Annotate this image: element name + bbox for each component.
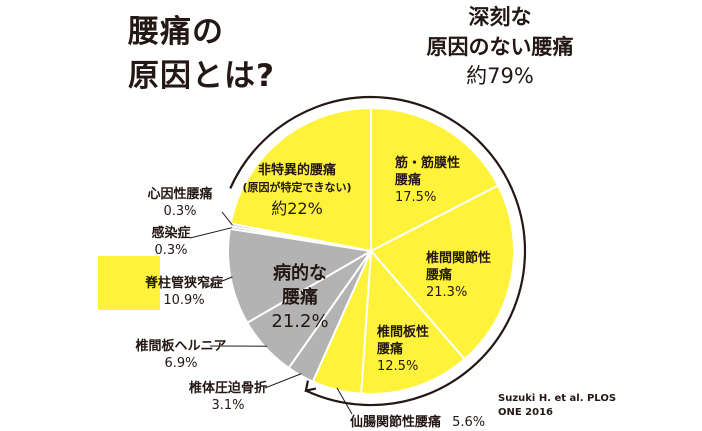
slice-value-muscle: 17.5% bbox=[395, 189, 475, 206]
slice-name-muscle-2: 腰痛 bbox=[395, 172, 475, 189]
slice-label-facet: 椎間関節性 腰痛 21.3% bbox=[426, 250, 516, 301]
slice-name-nonspecific-2: (原因が特定できない) bbox=[222, 179, 372, 196]
slice-label-disc: 椎間板性 腰痛 12.5% bbox=[377, 324, 457, 375]
side-name-sacroiliac: 仙腸関節性腰痛 bbox=[350, 415, 441, 430]
slice-value-nonspecific: 約22% bbox=[222, 198, 372, 220]
slice-name-disc-2: 腰痛 bbox=[377, 341, 457, 358]
slice-name-nonspecific-1: 非特異的腰痛 bbox=[222, 162, 372, 179]
side-value-infection: 0.3% bbox=[136, 242, 206, 259]
slice-name-facet-1: 椎間関節性 bbox=[426, 250, 516, 267]
slice-name-disc-1: 椎間板性 bbox=[377, 324, 457, 341]
source-line-2: ONE 2016 bbox=[498, 406, 616, 420]
slice-value-facet: 21.3% bbox=[426, 284, 516, 301]
source-citation: Suzuki H. et al. PLOS ONE 2016 bbox=[498, 392, 616, 420]
source-line-1: Suzuki H. et al. PLOS bbox=[498, 392, 616, 406]
callout-title: 深刻な 原因のない腰痛 bbox=[400, 2, 600, 62]
center-value: 21.2% bbox=[262, 310, 338, 334]
center-label: 病的な 腰痛 21.2% bbox=[262, 262, 338, 334]
side-name-compression: 椎体圧迫骨折 bbox=[178, 380, 278, 397]
center-line-1: 病的な bbox=[262, 262, 338, 286]
slice-value-disc: 12.5% bbox=[377, 358, 457, 375]
side-value-psychogenic: 0.3% bbox=[136, 203, 224, 220]
slice-label-nonspecific: 非特異的腰痛 (原因が特定できない) 約22% bbox=[222, 162, 372, 220]
side-value-sacroiliac: 5.6% bbox=[452, 415, 485, 430]
slice-name-facet-2: 腰痛 bbox=[426, 267, 516, 284]
callout-line-2: 原因のない腰痛 bbox=[400, 32, 600, 62]
slice-label-muscle: 筋・筋膜性 腰痛 17.5% bbox=[395, 155, 475, 206]
side-label-infection: 感染症 0.3% bbox=[136, 225, 206, 259]
side-value-compression: 3.1% bbox=[178, 397, 278, 414]
side-name-stenosis: 脊柱管狭窄症 bbox=[134, 275, 234, 292]
side-label-stenosis: 脊柱管狭窄症 10.9% bbox=[134, 275, 234, 309]
chart-title: 腰痛の 原因とは? bbox=[128, 10, 275, 98]
center-line-2: 腰痛 bbox=[262, 286, 338, 310]
side-value-stenosis: 10.9% bbox=[134, 292, 234, 309]
side-value-hernia: 6.9% bbox=[126, 355, 236, 372]
side-name-infection: 感染症 bbox=[136, 225, 206, 242]
title-line-2: 原因とは? bbox=[128, 54, 275, 98]
side-label-psychogenic: 心因性腰痛 0.3% bbox=[136, 186, 224, 220]
slice-name-muscle-1: 筋・筋膜性 bbox=[395, 155, 475, 172]
side-name-psychogenic: 心因性腰痛 bbox=[136, 186, 224, 203]
callout-line-1: 深刻な bbox=[400, 2, 600, 32]
side-label-sacroiliac: 仙腸関節性腰痛 5.6% bbox=[350, 411, 485, 431]
side-label-compression: 椎体圧迫骨折 3.1% bbox=[178, 380, 278, 414]
side-name-hernia: 椎間板ヘルニア bbox=[126, 338, 236, 355]
callout-value: 約79% bbox=[400, 62, 600, 90]
side-label-hernia: 椎間板ヘルニア 6.9% bbox=[126, 338, 236, 372]
title-line-1: 腰痛の bbox=[128, 10, 275, 54]
